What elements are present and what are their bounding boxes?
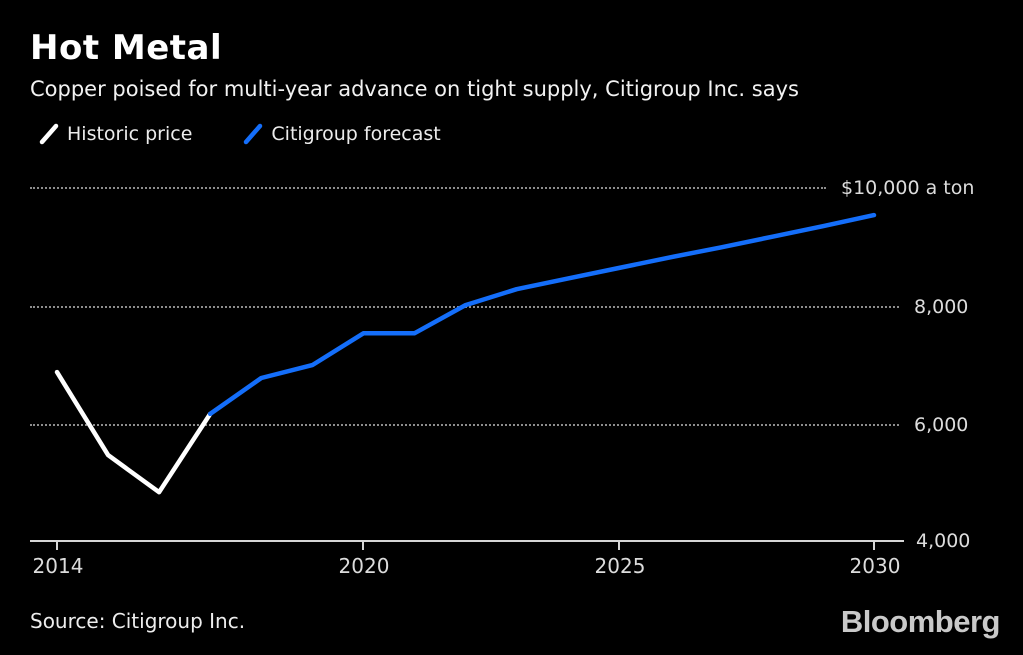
historic-price-swatch-icon [39,123,59,145]
y-axis-label-8000: 8,000 [914,296,969,318]
legend-label-citigroup-forecast: Citigroup forecast [271,123,441,145]
bloomberg-logo: Bloomberg [840,604,1001,639]
x-tick-2025 [618,542,620,550]
chart-subtitle: Copper poised for multi-year advance on … [30,77,799,101]
x-axis-label-2020: 2020 [338,554,390,578]
y-axis-label-4000: 4,000 [916,530,971,552]
gridline-6000 [30,424,899,426]
historic-price-line [54,369,213,495]
y-axis-label-6000: 6,000 [914,414,969,436]
x-tick-2020 [362,542,364,550]
x-tick-2030 [873,542,875,550]
legend-label-historic-price: Historic price [67,123,193,145]
citigroup-forecast-swatch-icon [244,123,263,145]
page-title: Hot Metal [30,28,223,68]
y-axis-label-10000: $10,000 a ton [841,177,975,199]
x-axis-label-2025: 2025 [594,554,646,578]
x-axis-line [30,540,904,542]
legend-item-historic-price: Historic price [38,123,192,145]
citigroup-forecast-line [207,212,877,417]
chart-legend: Historic price Citigroup forecast [38,123,441,145]
gridline-10000 [30,187,826,189]
x-axis-label-2014: 2014 [32,554,84,578]
x-tick-2014 [56,542,58,550]
legend-item-citigroup-forecast: Citigroup forecast [242,123,441,145]
x-axis-label-2030: 2030 [849,554,901,578]
source-note: Source: Citigroup Inc. [30,609,246,633]
